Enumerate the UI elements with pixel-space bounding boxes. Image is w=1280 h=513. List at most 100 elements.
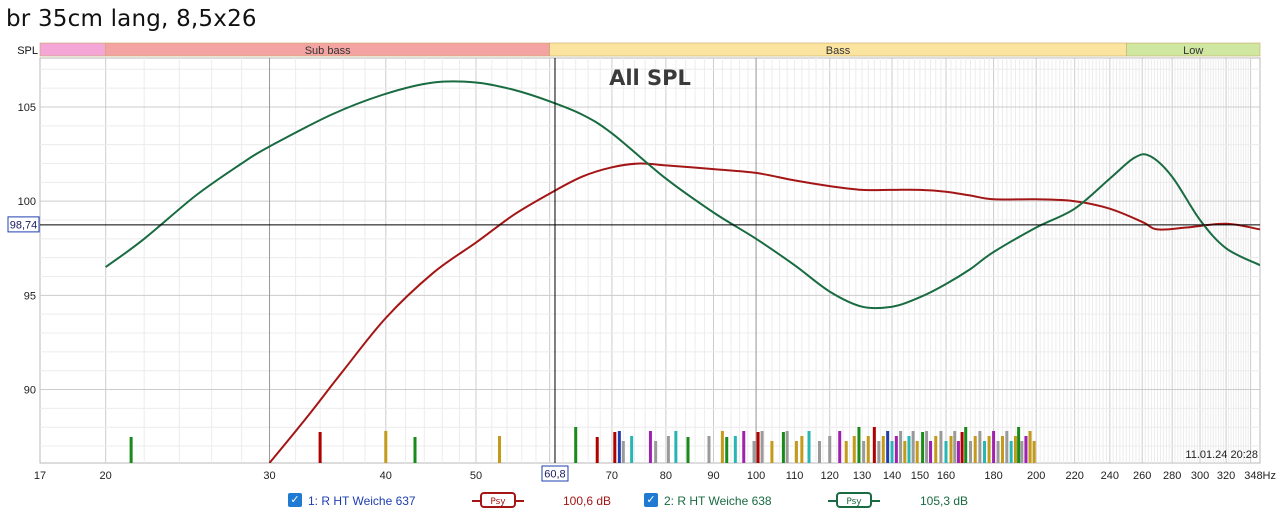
- y-tick-label: 105: [18, 102, 36, 114]
- marker-bar: [862, 441, 866, 463]
- marker-bar: [756, 432, 760, 463]
- marker-bar: [574, 427, 578, 463]
- marker-bars: [129, 427, 1036, 463]
- marker-bar: [899, 431, 903, 463]
- marker-bar: [921, 432, 925, 463]
- marker-bar: [818, 441, 822, 463]
- frequency-bands: Sub bass Bass Low: [39, 42, 1261, 57]
- band-0: [39, 42, 106, 57]
- series-1-checkbox[interactable]: ✓: [288, 493, 302, 507]
- marker-bar: [939, 431, 943, 463]
- series-1-psy-badge[interactable]: Psy: [480, 492, 516, 508]
- marker-bar: [911, 431, 915, 463]
- marker-bar: [785, 431, 789, 463]
- series-2-curve[interactable]: [105, 80, 1260, 310]
- series-2-checkbox[interactable]: ✓: [644, 493, 658, 507]
- marker-bar: [915, 441, 919, 463]
- y-tick-label: 100: [18, 196, 36, 208]
- series-1-value: 100,6 dB: [563, 494, 612, 508]
- y-axis-ticks: 90 95 100 105: [18, 102, 36, 397]
- marker-bar: [725, 437, 729, 463]
- y-tick-label: 90: [24, 385, 36, 397]
- marker-bar: [617, 431, 621, 463]
- marker-bar: [944, 441, 948, 463]
- marker-bar: [828, 436, 832, 463]
- marker-bar: [992, 431, 996, 463]
- marker-bar: [674, 431, 678, 463]
- x-tick-label: 180: [984, 470, 1002, 482]
- x-tick-label: 150: [911, 470, 929, 482]
- x-tick-label: 40: [380, 470, 392, 482]
- marker-bar: [742, 431, 746, 463]
- series-1-curve[interactable]: [268, 162, 1261, 463]
- marker-bar: [621, 441, 625, 463]
- marker-bar: [760, 431, 764, 463]
- marker-bar: [1028, 431, 1032, 463]
- series-2-psy-badge[interactable]: Psy: [836, 492, 872, 508]
- cursor-crosshair: 98,74 60,8: [7, 58, 1260, 482]
- marker-bar: [630, 436, 634, 463]
- marker-bar: [752, 441, 756, 463]
- marker-bar: [934, 436, 938, 463]
- timestamp: 11.01.24 20:28: [1185, 449, 1258, 461]
- marker-bar: [968, 441, 972, 463]
- marker-bar: [894, 436, 898, 463]
- series-2-name[interactable]: 2: R HT Weiche 638: [664, 494, 772, 508]
- band-label-2: Bass: [826, 45, 851, 57]
- marker-bar: [964, 427, 968, 463]
- marker-bar: [987, 436, 991, 463]
- marker-bar: [707, 436, 711, 463]
- graph-title: br 35cm lang, 8,5x26: [6, 6, 257, 32]
- marker-bar: [872, 427, 876, 463]
- marker-bar: [770, 441, 774, 463]
- marker-bar: [720, 431, 724, 463]
- marker-bar: [413, 437, 417, 463]
- x-tick-label: 120: [821, 470, 839, 482]
- x-tick-label: 300: [1191, 470, 1209, 482]
- marker-bar: [1032, 441, 1036, 463]
- x-tick-label: 20: [100, 470, 112, 482]
- marker-bar: [956, 441, 960, 463]
- marker-bar: [866, 436, 870, 463]
- marker-bar: [1024, 436, 1028, 463]
- marker-bar: [686, 437, 690, 463]
- legend-bar: ✓ 1: R HT Weiche 637 Psy 100,6 dB ✓ 2: R…: [0, 489, 1280, 513]
- marker-bar: [129, 437, 133, 463]
- x-tick-label: 320: [1217, 470, 1235, 482]
- cursor-y-box: [7, 216, 40, 233]
- cursor-x-box: [541, 465, 569, 482]
- marker-bar: [654, 441, 658, 463]
- marker-bar: [960, 432, 964, 463]
- band-label-1: Sub bass: [305, 45, 351, 57]
- x-tick-label: 80: [660, 470, 672, 482]
- marker-bar: [929, 441, 933, 463]
- marker-bar: [996, 441, 1000, 463]
- bands-axis-label: SPL: [17, 45, 38, 57]
- marker-bar: [983, 441, 987, 463]
- x-tick-label: 90: [707, 470, 719, 482]
- marker-bar: [595, 437, 599, 463]
- marker-bar: [907, 436, 911, 463]
- marker-bar: [648, 431, 652, 463]
- chart-title: All SPL: [609, 66, 691, 90]
- series-1-name[interactable]: 1: R HT Weiche 637: [308, 494, 416, 508]
- marker-bar: [613, 432, 617, 463]
- marker-bar: [733, 436, 737, 463]
- x-tick-label: 240: [1101, 470, 1119, 482]
- marker-bar: [973, 436, 977, 463]
- x-axis-ticks: 17 20 30 40 50 70 80 90 100 110 120 130 140 150 160 180…: [34, 470, 1276, 482]
- x-tick-label: 30: [263, 470, 275, 482]
- marker-bar: [1009, 441, 1013, 463]
- x-tick-label: 110: [786, 470, 804, 482]
- x-tick-label: 130: [853, 470, 871, 482]
- x-tick-label: 17: [34, 470, 46, 482]
- marker-bar: [498, 436, 502, 463]
- cursor-y-label: 98,74: [10, 219, 38, 231]
- marker-bar: [838, 431, 842, 463]
- x-tick-label: 220: [1066, 470, 1084, 482]
- x-tick-label: 160: [937, 470, 955, 482]
- marker-bar: [903, 441, 907, 463]
- spl-chart[interactable]: Sub bass Bass Low SPL 98,74 60,8 17 20 30 40 50…: [0, 0, 1280, 489]
- marker-bar: [857, 427, 861, 463]
- marker-bar: [1020, 441, 1024, 463]
